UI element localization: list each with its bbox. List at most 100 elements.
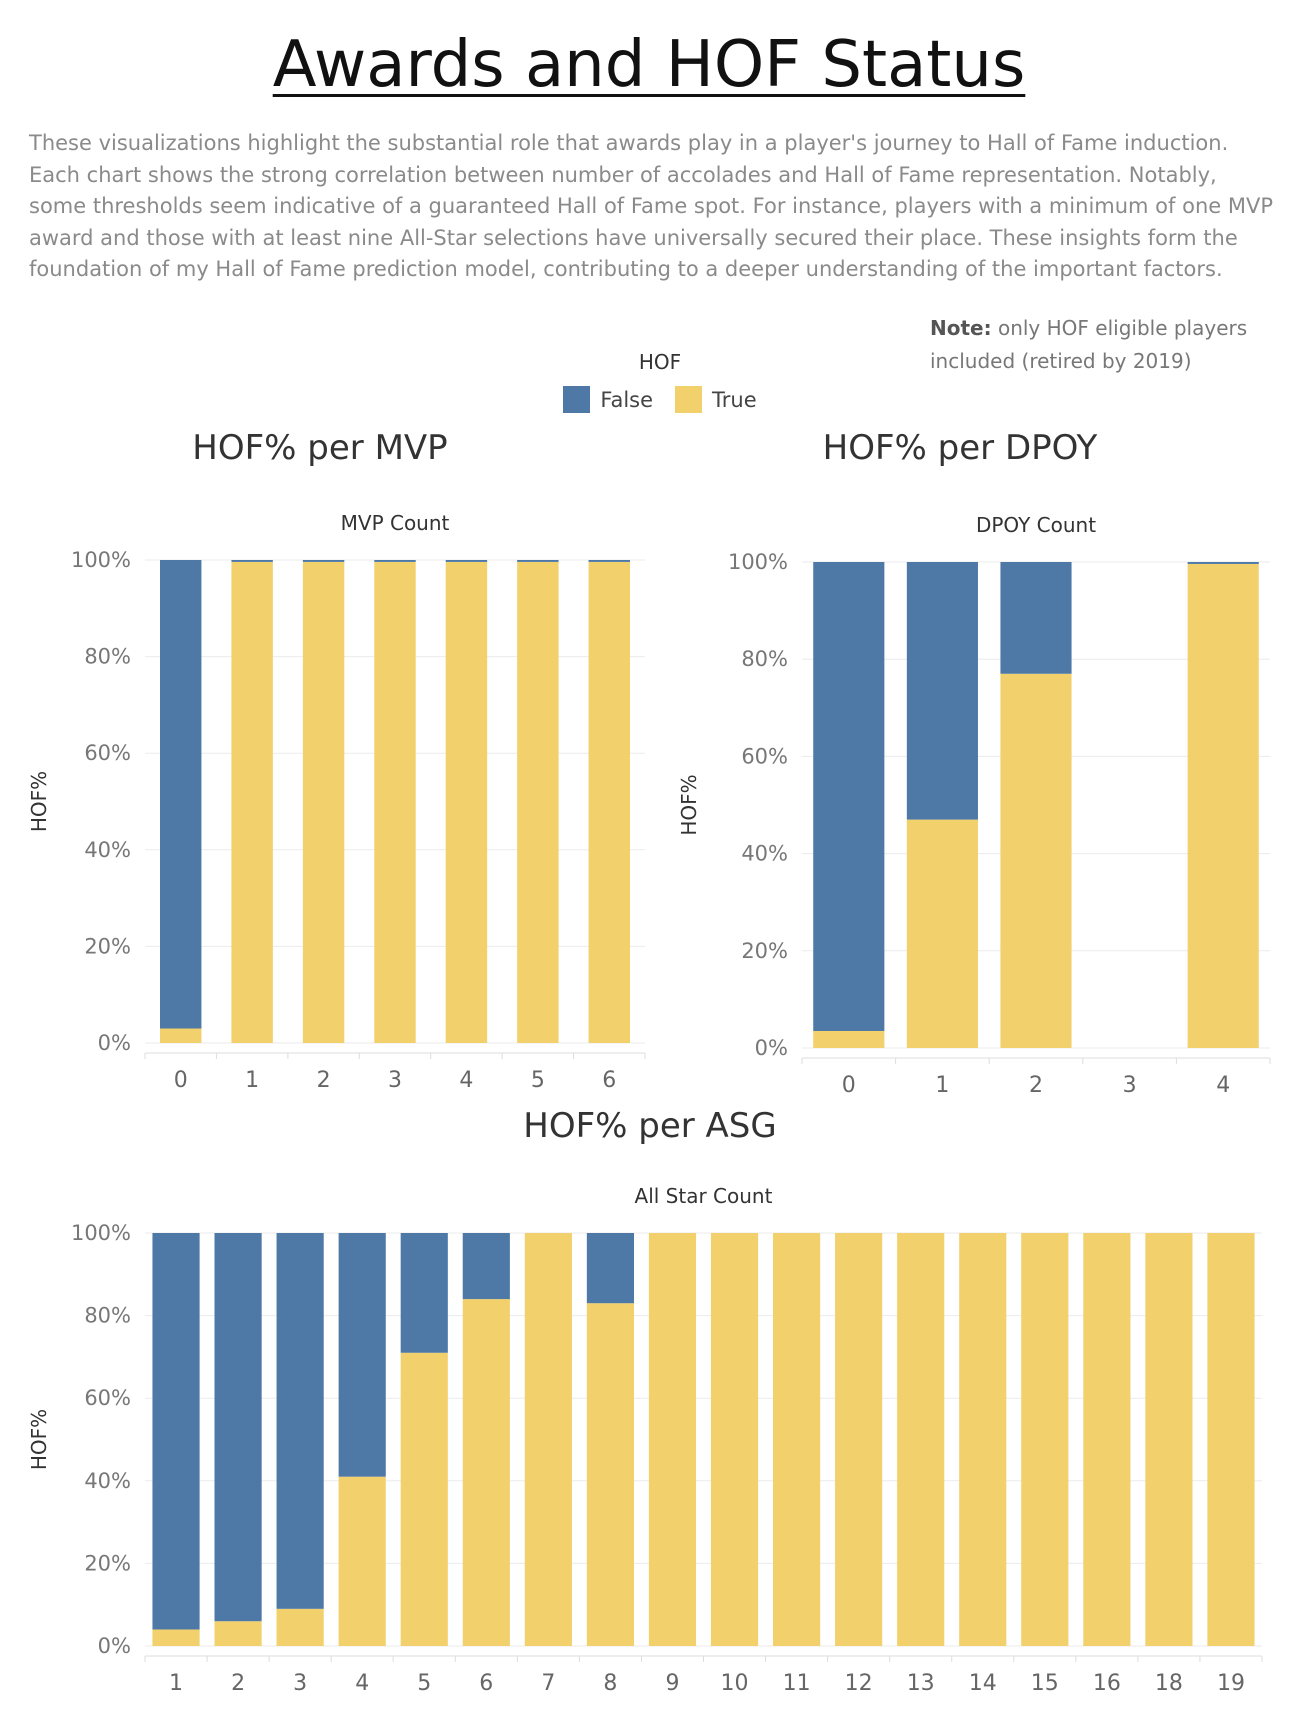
- dpoy-x-axis-title: DPOY Count: [976, 513, 1096, 537]
- mvp-x-axis-title: MVP Count: [341, 511, 450, 535]
- legend-item-false[interactable]: False: [563, 386, 653, 413]
- asg-x-tick-label: 3: [293, 1671, 307, 1696]
- legend-label-true: True: [712, 387, 757, 412]
- dpoy-y-tick-label: 60%: [741, 744, 788, 768]
- mvp-bar-false-1: [231, 560, 273, 562]
- asg-x-tick-label: 15: [1031, 1671, 1059, 1696]
- asg-bar-true-5: [400, 1352, 448, 1646]
- asg-bar-true-10: [710, 1233, 759, 1646]
- mvp-x-tick-label: 5: [531, 1068, 545, 1093]
- mvp-y-axis-title: HOF%: [27, 771, 51, 832]
- dpoy-bar-false-4: [1187, 562, 1259, 564]
- mvp-bar-false-4: [445, 560, 488, 562]
- asg-x-tick-label: 1: [169, 1671, 183, 1696]
- asg-x-axis-title: All Star Count: [635, 1184, 773, 1208]
- mvp-y-tick-label: 20%: [84, 934, 131, 958]
- mvp-bar-false-0: [160, 560, 202, 1029]
- dpoy-bar-true-0: [813, 1030, 885, 1048]
- asg-bar-true-16: [1083, 1233, 1131, 1646]
- asg-x-tick-label: 7: [541, 1671, 555, 1696]
- dpoy-bar-true-2: [1000, 673, 1072, 1048]
- mvp-y-tick-label: 0%: [98, 1031, 131, 1055]
- dpoy-y-tick-label: 0%: [755, 1036, 788, 1060]
- asg-x-tick-label: 19: [1217, 1671, 1245, 1696]
- asg-y-axis-title: HOF%: [27, 1409, 51, 1470]
- dpoy-bar-false-2: [1000, 562, 1072, 674]
- asg-y-tick-label: 80%: [84, 1304, 131, 1328]
- dpoy-chart-heading: HOF% per DPOY: [822, 428, 1098, 468]
- mvp-bar-true-1: [231, 561, 273, 1043]
- dpoy-x-tick-label: 2: [1029, 1073, 1043, 1098]
- mvp-x-tick-label: 2: [317, 1068, 331, 1093]
- asg-y-tick-label: 60%: [84, 1386, 131, 1410]
- dpoy-bar-false-0: [813, 562, 885, 1031]
- note-text: only HOF eligible players included (reti…: [930, 316, 1248, 373]
- asg-bar-true-14: [959, 1233, 1007, 1646]
- asg-x-tick-label: 18: [1155, 1671, 1183, 1696]
- mvp-x-tick-label: 4: [459, 1068, 473, 1093]
- asg-x-tick-label: 2: [231, 1671, 245, 1696]
- dpoy-y-tick-label: 40%: [741, 842, 788, 866]
- asg-x-tick-label: 5: [417, 1671, 431, 1696]
- asg-chart-heading: HOF% per ASG: [523, 1106, 777, 1146]
- mvp-y-tick-label: 80%: [84, 645, 131, 669]
- asg-bar-false-1: [152, 1233, 200, 1630]
- asg-y-tick-label: 20%: [84, 1551, 131, 1575]
- dpoy-bar-true-4: [1187, 563, 1259, 1048]
- mvp-bar-true-0: [160, 1028, 202, 1043]
- asg-y-tick-label: 0%: [98, 1634, 131, 1658]
- mvp-bar-true-5: [517, 561, 559, 1043]
- dpoy-bar-false-1: [906, 562, 978, 820]
- dpoy-x-tick-label: 4: [1216, 1073, 1230, 1098]
- note-box: Note: only HOF eligible players included…: [930, 312, 1270, 378]
- mvp-bar-false-5: [517, 560, 559, 562]
- asg-bar-true-15: [1021, 1233, 1069, 1646]
- asg-bar-false-8: [586, 1233, 634, 1304]
- dpoy-y-tick-label: 100%: [728, 550, 788, 574]
- mvp-bar-true-2: [302, 561, 345, 1043]
- mvp-y-tick-label: 100%: [71, 548, 131, 572]
- dpoy-x-tick-label: 0: [842, 1073, 856, 1098]
- description-text: These visualizations highlight the subst…: [29, 131, 1273, 281]
- asg-bar-true-12: [835, 1233, 883, 1646]
- legend-label-false: False: [600, 387, 654, 412]
- dpoy-y-tick-label: 20%: [741, 939, 788, 963]
- dpoy-x-tick-label: 3: [1123, 1073, 1137, 1098]
- mvp-bar-true-3: [374, 561, 416, 1043]
- page-title: Awards and HOF Status: [272, 28, 1026, 102]
- asg-x-tick-label: 6: [479, 1671, 493, 1696]
- mvp-bar-true-6: [588, 561, 630, 1043]
- note-label: Note:: [930, 316, 992, 340]
- asg-bar-true-3: [276, 1608, 324, 1646]
- dpoy-bar-true-1: [906, 819, 978, 1048]
- asg-bar-false-5: [400, 1233, 448, 1353]
- asg-x-tick-label: 9: [665, 1671, 679, 1696]
- asg-x-tick-label: 13: [907, 1671, 935, 1696]
- mvp-bar-false-6: [588, 560, 630, 562]
- asg-x-tick-label: 16: [1093, 1671, 1121, 1696]
- asg-bar-true-6: [462, 1299, 510, 1646]
- asg-x-tick-label: 10: [721, 1671, 749, 1696]
- asg-x-tick-label: 12: [845, 1671, 873, 1696]
- dpoy-x-tick-label: 1: [935, 1073, 949, 1098]
- legend-item-true[interactable]: True: [675, 386, 757, 413]
- asg-bar-true-4: [338, 1476, 386, 1646]
- asg-x-tick-label: 4: [355, 1671, 369, 1696]
- asg-x-tick-label: 11: [783, 1671, 811, 1696]
- dpoy-chart: DPOY Count HOF% 0% 20% 40% 60% 80% 100% 0 1 2 3 4: [677, 513, 1271, 1098]
- asg-bar-false-4: [338, 1233, 386, 1477]
- legend-title: HOF: [638, 350, 682, 374]
- mvp-bar-true-4: [445, 561, 488, 1043]
- asg-bar-true-2: [214, 1621, 262, 1646]
- asg-bar-false-2: [214, 1233, 262, 1622]
- asg-y-tick-label: 40%: [84, 1469, 131, 1493]
- mvp-y-tick-label: 40%: [84, 838, 131, 862]
- asg-bar-true-9: [648, 1233, 697, 1646]
- mvp-bar-false-3: [374, 560, 416, 562]
- asg-bar-true-19: [1207, 1233, 1255, 1646]
- asg-bar-true-1: [152, 1629, 200, 1646]
- mvp-bar-false-2: [302, 560, 345, 562]
- asg-x-tick-label: 8: [603, 1671, 617, 1696]
- mvp-chart: MVP Count HOF% 0% 20% 40% 60% 80% 100% 0 1 2 3 4 5 6: [27, 511, 646, 1093]
